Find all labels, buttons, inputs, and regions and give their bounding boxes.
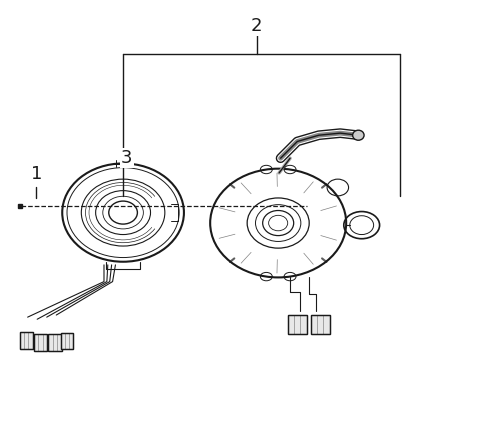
Text: 1: 1 bbox=[31, 165, 42, 183]
Bar bbox=[48, 334, 61, 351]
Bar bbox=[34, 334, 47, 351]
Bar bbox=[61, 333, 73, 349]
Bar bbox=[20, 332, 33, 349]
Text: 1: 1 bbox=[31, 165, 42, 183]
Text: 3: 3 bbox=[121, 149, 132, 167]
Text: 2: 2 bbox=[251, 17, 263, 35]
Text: 2: 2 bbox=[251, 17, 263, 35]
Circle shape bbox=[353, 130, 364, 140]
Text: 3: 3 bbox=[121, 149, 132, 167]
Bar bbox=[20, 332, 33, 349]
Bar bbox=[311, 315, 330, 334]
Bar bbox=[288, 315, 307, 334]
Bar bbox=[288, 315, 307, 334]
Bar bbox=[61, 333, 73, 349]
Bar bbox=[48, 334, 61, 351]
Bar bbox=[34, 334, 47, 351]
Bar bbox=[311, 315, 330, 334]
